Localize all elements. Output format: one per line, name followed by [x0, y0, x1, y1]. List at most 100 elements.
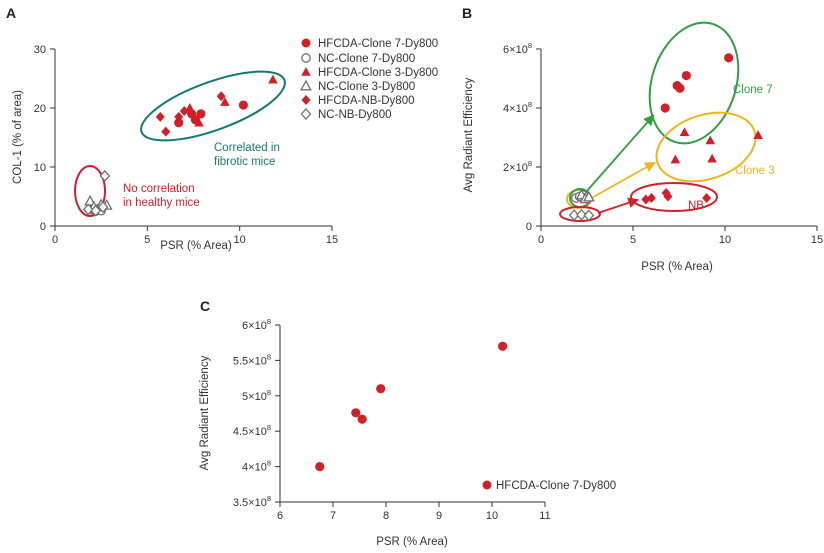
- panel-a-data-point: [196, 109, 206, 119]
- legend-label-nc-clone7: NC-Clone 7-Dy800: [318, 53, 415, 65]
- panel-c-data-point: [357, 414, 367, 424]
- panel-c-x-tick-label: 7: [330, 510, 336, 522]
- panel-b-clone3-ellipse: [655, 111, 757, 183]
- panel-b-annotation-clone3: Clone 3: [735, 165, 775, 177]
- panel-c-x-tick-label: 8: [383, 510, 389, 522]
- panel-b-data-point: [660, 103, 670, 113]
- panel-b-data-point: [681, 70, 691, 81]
- panel-a-annotation-fibrotic-line2: fibrotic mice: [214, 156, 275, 168]
- panel-a-annotation-healthy-line2: in healthy mice: [123, 197, 200, 209]
- panel-c-y-tick-label: 6×108: [242, 317, 271, 332]
- panel-label-a: A: [6, 5, 16, 21]
- panel-b-annotation-clone7: Clone 7: [733, 84, 773, 96]
- panel-b-data-point: [663, 191, 673, 202]
- panel-a-data-point: [84, 194, 96, 206]
- panel-b-series-4: [641, 187, 712, 205]
- panel-c-y-tick-label: 3.5×108: [233, 494, 271, 509]
- panel-c-y-tick-label: 5×108: [242, 388, 271, 403]
- panel-a-annotation-healthy-line1: No correlation: [123, 183, 195, 195]
- panel-a-data-point: [161, 126, 171, 137]
- panel-a-data-point: [238, 100, 248, 110]
- panel-c-y-tick-label: 4×108: [242, 459, 271, 474]
- panel-a-data-point: [220, 97, 230, 106]
- legend-label-hfcda-nb: HFCDA-NB-Dy800: [318, 95, 415, 107]
- panel-b-annotation-nb: NB: [688, 200, 704, 212]
- panel-b-nb-ellipse: [630, 182, 718, 212]
- panel-a-legend: HFCDA-Clone 7-Dy800 NC-Clone 7-Dy800 HFC…: [300, 38, 438, 121]
- panel-a-data-point: [174, 118, 184, 128]
- panel-b-data-point: [576, 208, 587, 221]
- panel-a-data-point: [216, 91, 226, 102]
- panel-c-x-tick-label: 6: [277, 510, 283, 522]
- panel-c-y-tick-label: 5.5×108: [233, 352, 271, 367]
- panel-c-x-tick-label: 11: [539, 510, 550, 522]
- panel-a-data-point: [174, 111, 184, 122]
- panel-b-data-point: [583, 209, 595, 222]
- panel-b-y-tick-label: 4×108: [503, 100, 532, 115]
- panel-a-data-point: [268, 74, 278, 84]
- legend-label-hfcda-clone3: HFCDA-Clone 3-Dy800: [318, 67, 438, 79]
- panel-a-data-point: [155, 111, 165, 122]
- panel-c-data-point: [498, 341, 508, 351]
- legend-diamond-filled-icon: [301, 95, 311, 105]
- panel-a-data-point: [82, 203, 94, 216]
- panel-a-healthy-ellipse: [74, 165, 106, 217]
- panel-b-data-point: [675, 83, 685, 93]
- panel-b-clone7-arrow: [585, 114, 655, 193]
- legend-diamond-open-icon: [300, 108, 312, 120]
- panel-b-series-0: [660, 53, 734, 113]
- panel-b-data-point: [724, 53, 734, 63]
- panel-b-data-point: [646, 192, 656, 203]
- panel-b-data-point: [707, 153, 717, 163]
- panel-c-legend: HFCDA-Clone 7-Dy800: [482, 480, 616, 492]
- panel-a-y-tick-label: 30: [34, 44, 46, 56]
- panel-c-plot: 6 7 8 9 10 11 3.5×108 4×108 4.5×108 5×108 5.5×108 6…: [233, 317, 551, 522]
- panel-b-series-5: [568, 208, 595, 222]
- legend-label-hfcda-clone7: HFCDA-Clone 7-Dy800: [318, 38, 438, 50]
- panel-b-data-point: [705, 135, 716, 145]
- panel-b-data-point: [753, 130, 763, 139]
- panel-b-data-point: [679, 127, 690, 136]
- panel-a-data-point: [179, 105, 189, 116]
- panel-b-series-3: [575, 188, 595, 204]
- panel-c-data-point: [376, 384, 386, 394]
- panel-a-data-point: [99, 169, 111, 182]
- panel-a-x-axis-label: PSR (% Area): [160, 240, 232, 252]
- panel-b-nb-arrow: [597, 197, 640, 214]
- panel-c-legend-label: HFCDA-Clone 7-Dy800: [496, 480, 616, 492]
- panel-a-x-tick-label: 0: [52, 234, 58, 246]
- panel-a-series-2: [185, 74, 278, 127]
- panel-b-series-2: [670, 127, 763, 164]
- panel-b-clone7-ellipse: [648, 21, 740, 145]
- panel-c-x-tick-label: 10: [486, 510, 498, 522]
- panel-c-data-point: [315, 462, 325, 472]
- panel-a-y-tick-label: 20: [34, 103, 46, 115]
- panel-a-y-tick-label: 10: [34, 162, 46, 174]
- panel-b-data-point: [582, 190, 595, 202]
- panel-a-y-tick-label: 0: [40, 221, 46, 233]
- panel-label-b: B: [462, 5, 472, 21]
- panel-a-x-tick-label: 10: [234, 234, 246, 246]
- panel-c-x-tick-label: 9: [436, 510, 442, 522]
- panel-a-data-point: [194, 117, 204, 127]
- legend-circle-open-icon: [301, 53, 311, 63]
- panel-a-series-5: [82, 169, 111, 217]
- panel-b-x-axis-label: PSR (% Area): [641, 261, 713, 273]
- panel-c-x-axis-label: PSR (% Area): [376, 536, 448, 548]
- legend-circle-filled-icon: [301, 38, 311, 48]
- panel-a-plot: 0 5 10 15 0 10 20 30: [34, 44, 338, 246]
- panel-b-x-tick-label: 10: [719, 234, 731, 246]
- panel-b-data-point: [670, 154, 681, 164]
- panel-c-y-tick-label: 4.5×108: [233, 423, 271, 438]
- panel-b-y-tick-label: 0: [526, 221, 532, 233]
- legend-triangle-open-icon: [300, 79, 312, 91]
- panel-c-series-0: [315, 341, 508, 472]
- panel-a-data-point: [90, 204, 102, 217]
- panel-a-x-tick-label: 15: [326, 234, 338, 246]
- panel-a-x-tick-label: 5: [144, 234, 150, 246]
- panel-a-series-4: [155, 91, 226, 137]
- panel-b-x-tick-label: 15: [811, 234, 823, 246]
- panel-c-legend-circle-icon: [482, 480, 492, 490]
- panel-b-nc-nb-ellipse: [559, 206, 601, 222]
- panel-b-y-tick-label: 2×108: [503, 159, 532, 174]
